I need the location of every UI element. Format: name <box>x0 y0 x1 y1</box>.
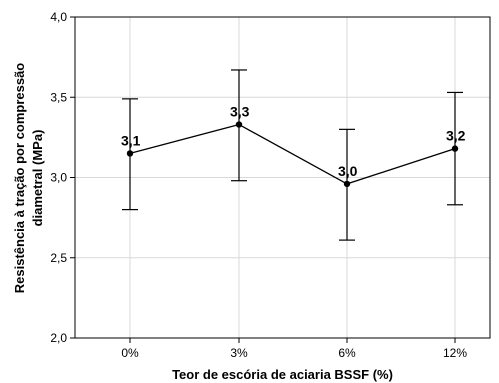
data-point-2 <box>343 180 351 188</box>
data-point-1 <box>235 121 243 128</box>
data-label-3: 3,2 <box>446 128 466 144</box>
data-point-3 <box>451 145 459 152</box>
x-tick-label-2: 6% <box>338 346 356 360</box>
label-layer: 3,1 3,3 3,0 3,2 <box>121 104 466 179</box>
y-tick-label-3: 3,5 <box>50 90 67 104</box>
x-tick-label-3: 12% <box>443 346 467 360</box>
grid-layer <box>75 16 490 339</box>
data-label-1: 3,3 <box>230 104 250 120</box>
x-tick-label-0: 0% <box>121 346 139 360</box>
y-tick-label-1: 2,5 <box>50 251 67 265</box>
y-tick-label-0: 2,0 <box>50 331 67 345</box>
y-tick-label-2: 3,0 <box>50 171 67 185</box>
data-label-2: 3,0 <box>338 163 358 179</box>
series-layer <box>122 69 463 241</box>
data-label-0: 3,1 <box>121 132 141 148</box>
data-point-0 <box>126 150 134 157</box>
y-axis-title-line-1: Resistência à tração por compressão <box>12 63 27 294</box>
x-tick-label-1: 3% <box>230 346 248 360</box>
y-axis-title-group: Resistência à tração por compressão diam… <box>12 63 45 294</box>
series-line <box>129 123 456 185</box>
y-tick-label-4: 4,0 <box>50 10 67 24</box>
y-axis-title-line-2: diametral (MPa) <box>30 130 45 227</box>
axis-layer: 2,0 2,5 3,0 3,5 4,0 0% 3% 6% 12% <box>50 10 491 360</box>
x-axis-title: Teor de escória de aciaria BSSF (%) <box>172 367 393 382</box>
